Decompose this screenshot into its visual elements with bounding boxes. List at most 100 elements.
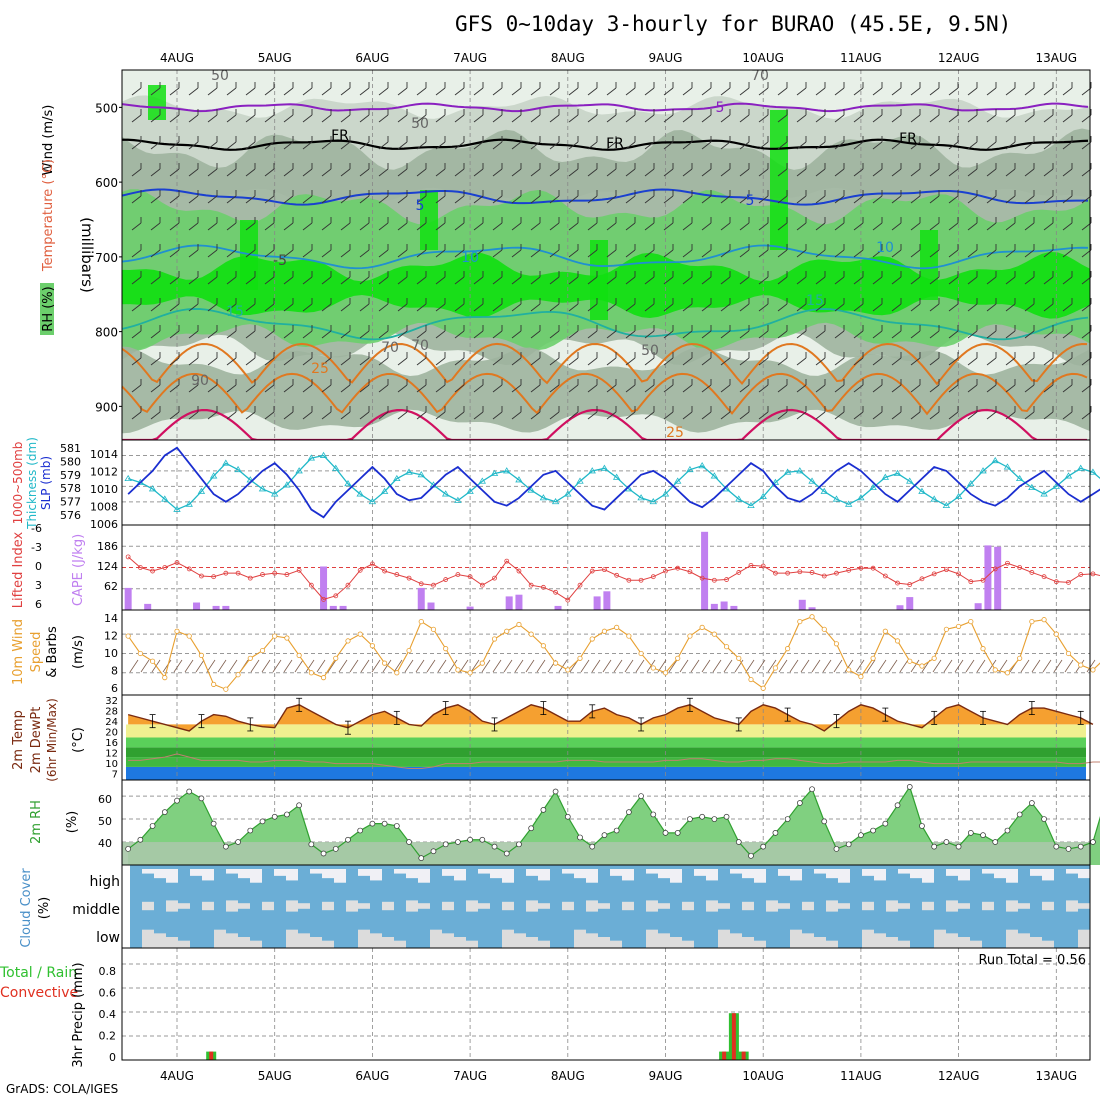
wind-barb — [245, 330, 256, 339]
wind-barb — [986, 357, 997, 366]
cape-bar — [320, 566, 328, 610]
rh2m-marker — [1004, 827, 1011, 834]
wind-barb — [226, 330, 237, 339]
lifted-index-marker — [504, 558, 510, 564]
wind-barb — [283, 249, 294, 258]
thickness-marker — [258, 485, 267, 492]
wind10-barb — [910, 659, 920, 673]
wind10-marker — [455, 667, 461, 673]
rh2m-marker — [967, 829, 974, 836]
wind10-marker — [357, 631, 363, 637]
wind-barb — [1062, 384, 1073, 393]
rh2m-marker — [796, 800, 803, 806]
wind-barb — [948, 411, 959, 420]
wind-barb — [891, 195, 902, 204]
wind-barb — [872, 357, 883, 366]
wind-barb — [587, 114, 598, 123]
wind10-unit: (m/s) — [71, 635, 86, 669]
wind-barb — [910, 222, 921, 231]
rh2m-marker — [943, 839, 950, 845]
wind-barb — [264, 303, 275, 312]
wind-barb — [910, 195, 921, 204]
cape-bar — [798, 599, 806, 610]
wind-barb — [435, 114, 446, 123]
cape-bar — [329, 605, 337, 610]
wind-barb — [530, 114, 541, 123]
wind-barb — [834, 303, 845, 312]
wind10-barb — [514, 659, 524, 673]
cloud-mid-cell — [178, 903, 190, 909]
wind10-marker — [894, 638, 901, 644]
bottom-date-label: 13AUG — [1036, 1069, 1078, 1083]
wind-barb — [606, 384, 617, 393]
wind-barb — [967, 87, 978, 96]
wind-barb — [264, 168, 275, 177]
wind-barb — [492, 249, 503, 258]
lifted-index-marker — [162, 565, 168, 570]
lifted-index-marker — [492, 575, 497, 581]
wind-barb — [492, 411, 503, 420]
wind-barb — [625, 195, 636, 204]
wind-barb — [340, 114, 351, 123]
wind-barb — [891, 168, 902, 177]
lifted-index-marker — [150, 568, 155, 574]
wind10-marker — [296, 652, 302, 658]
lifted-index-marker — [638, 577, 644, 583]
wind-barb — [169, 357, 180, 366]
temp-color-band — [126, 737, 1086, 748]
cloud-low-cell — [286, 929, 298, 948]
wind-barb — [492, 195, 503, 204]
cloud-low-cell — [298, 933, 310, 948]
wind-barb — [663, 168, 674, 177]
cloud-mid-cell — [382, 901, 394, 911]
cloud-mid-cell — [166, 900, 178, 912]
cape-bar — [193, 602, 201, 610]
wind-barb — [416, 303, 427, 312]
thickness-marker — [930, 495, 938, 502]
wind-barb — [283, 384, 294, 393]
bottom-date-label: 7AUG — [453, 1069, 487, 1083]
cloud-low-cell — [670, 937, 682, 948]
rh2m-marker — [308, 841, 315, 848]
rh2m-marker — [210, 820, 217, 827]
wind-barb — [1024, 195, 1035, 204]
lifted-index-marker — [443, 577, 449, 582]
cape-bar — [144, 603, 152, 610]
rh2m-marker — [711, 816, 718, 822]
wind10-marker — [247, 655, 253, 661]
thickness-marker — [808, 477, 816, 484]
rh2m-marker — [577, 834, 583, 841]
wind-barb — [530, 303, 541, 312]
wind-barb — [758, 276, 769, 285]
cloud-mid-cell — [466, 900, 478, 912]
cloud-high-cell — [730, 869, 742, 874]
wind-barb — [568, 411, 579, 420]
lifted-index-marker — [821, 573, 827, 579]
thickness-tick-label: 577 — [60, 496, 81, 509]
wind10-tick-label: 12 — [104, 630, 118, 643]
wind-barb — [872, 276, 883, 285]
thickness-marker — [735, 495, 743, 502]
wind-barb — [834, 411, 845, 420]
temp-contour-25 — [121, 342, 1088, 386]
thickness-marker — [637, 494, 645, 501]
wind-barb — [264, 411, 275, 420]
wind-barb — [245, 303, 256, 312]
cape-bar — [339, 605, 347, 610]
wind-barb — [587, 357, 598, 366]
wind10-marker — [785, 646, 791, 652]
wind-barb — [853, 114, 864, 123]
wind10-barb — [173, 659, 183, 673]
wind-barb — [606, 222, 617, 231]
wind10-barb — [833, 659, 843, 673]
wind10-barb — [712, 659, 722, 673]
wind-barb — [872, 87, 883, 96]
wind-barb — [473, 276, 484, 285]
wind-barb — [264, 330, 275, 339]
cloud-low-cell — [166, 937, 178, 948]
wind-barb — [397, 168, 408, 177]
wind10-barb — [360, 659, 370, 673]
wind10-barb — [888, 659, 898, 673]
lifted-index-marker — [736, 570, 742, 575]
temp-color-band — [126, 747, 1086, 758]
